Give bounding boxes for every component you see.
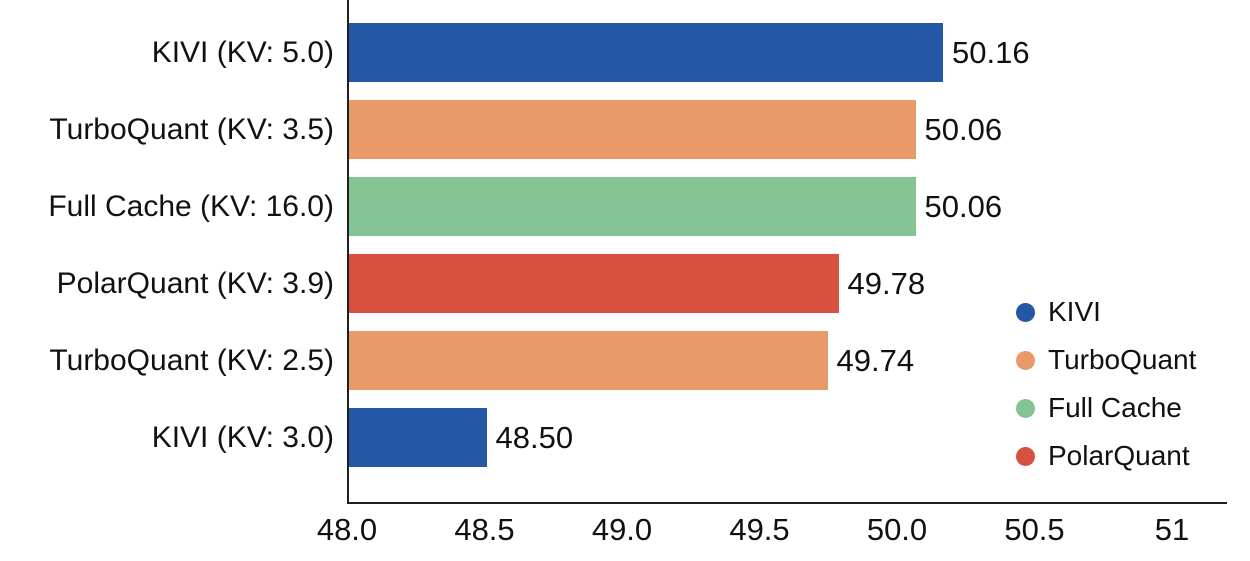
x-tick-label: 49.5 — [729, 512, 790, 547]
legend-dot-icon — [1016, 350, 1035, 370]
legend-label: PolarQuant — [1048, 440, 1190, 471]
bar-turboquant — [349, 100, 916, 159]
legend-item-full-cache: Full Cache — [1016, 384, 1196, 432]
bar-turboquant — [349, 331, 828, 390]
x-tick-label: 51 — [1154, 512, 1190, 547]
legend-item-polarquant: PolarQuant — [1016, 432, 1196, 480]
plot-area: 50.16 50.06 50.06 49.78 49.74 48.50 — [347, 0, 1227, 504]
legend-dot-icon — [1016, 446, 1035, 466]
legend-dot-icon — [1016, 398, 1035, 418]
category-label: KIVI (KV: 5.0) — [151, 35, 334, 69]
legend-label: TurboQuant — [1048, 344, 1197, 375]
bar-kivi — [349, 23, 943, 82]
x-tick-label: 48.5 — [454, 512, 515, 547]
legend-item-kivi: KIVI — [1016, 288, 1196, 336]
bar-value-label: 50.16 — [952, 34, 1030, 70]
legend-label: Full Cache — [1048, 392, 1182, 423]
bar-value-label: 49.74 — [836, 342, 915, 378]
legend-item-turboquant: TurboQuant — [1016, 336, 1196, 384]
legend: KIVI TurboQuant Full Cache PolarQuant — [1016, 288, 1196, 480]
bar-polarquant — [349, 254, 839, 313]
x-tick-label: 50.0 — [866, 512, 928, 547]
bar-full-cache — [349, 177, 916, 236]
x-tick-label: 49.0 — [591, 512, 653, 547]
bar-value-label: 50.06 — [924, 111, 1003, 147]
category-label: TurboQuant (KV: 2.5) — [49, 343, 334, 377]
x-tick-label: 48.0 — [316, 512, 378, 547]
bar-value-label: 48.50 — [495, 419, 574, 455]
legend-label: KIVI — [1048, 296, 1101, 327]
bar-kivi — [349, 408, 487, 467]
category-label: KIVI (KV: 3.0) — [151, 420, 334, 454]
legend-dot-icon — [1016, 302, 1035, 322]
bar-value-label: 50.06 — [924, 188, 1003, 224]
category-label: PolarQuant (KV: 3.9) — [56, 266, 334, 300]
x-tick-label: 50.5 — [1004, 512, 1065, 547]
category-label: Full Cache (KV: 16.0) — [48, 189, 334, 223]
category-label: TurboQuant (KV: 3.5) — [49, 112, 334, 146]
bar-value-label: 49.78 — [847, 265, 926, 301]
